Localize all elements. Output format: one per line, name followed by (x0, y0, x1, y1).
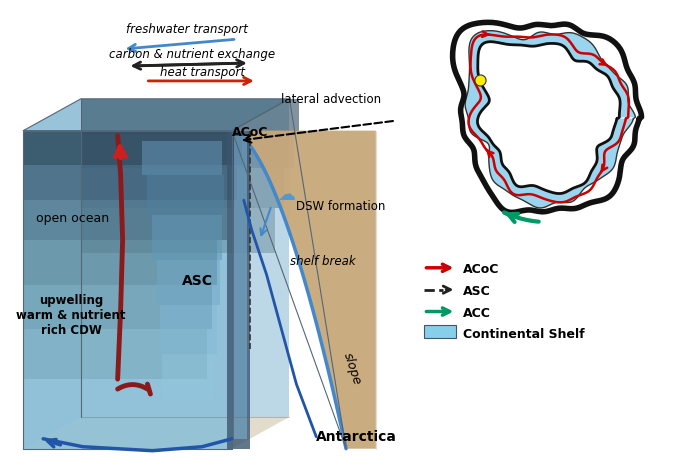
Text: Antarctica: Antarctica (316, 430, 396, 444)
Text: DSW formation: DSW formation (296, 200, 386, 213)
Text: lateral advection: lateral advection (281, 93, 382, 106)
Text: freshwater transport: freshwater transport (126, 23, 248, 36)
Text: slope: slope (341, 352, 364, 387)
Polygon shape (23, 417, 290, 449)
Polygon shape (81, 208, 274, 253)
Polygon shape (23, 99, 81, 449)
Text: Continental Shelf: Continental Shelf (463, 328, 585, 341)
Polygon shape (227, 131, 250, 449)
Text: ASC: ASC (181, 274, 213, 288)
Polygon shape (23, 99, 290, 131)
Text: upwelling
warm & nutrient
rich CDW: upwelling warm & nutrient rich CDW (16, 294, 126, 337)
Polygon shape (23, 329, 207, 379)
Polygon shape (143, 141, 222, 175)
Polygon shape (23, 285, 212, 329)
Polygon shape (23, 165, 237, 200)
Polygon shape (232, 131, 376, 449)
Polygon shape (81, 99, 300, 134)
Text: ☁: ☁ (277, 186, 295, 204)
Polygon shape (23, 131, 241, 165)
Text: ACC: ACC (463, 306, 491, 319)
Polygon shape (234, 135, 246, 439)
Text: heat transport: heat transport (160, 66, 244, 79)
Polygon shape (148, 175, 224, 215)
Text: ASC: ASC (463, 284, 491, 297)
Polygon shape (162, 354, 214, 399)
Polygon shape (81, 134, 295, 169)
Polygon shape (465, 31, 636, 208)
Text: carbon & nutrient exchange: carbon & nutrient exchange (109, 48, 275, 61)
Polygon shape (153, 215, 222, 260)
Text: open ocean: open ocean (36, 212, 109, 225)
Polygon shape (23, 131, 232, 449)
Text: shelf break: shelf break (290, 255, 356, 268)
Polygon shape (81, 169, 284, 208)
Polygon shape (23, 200, 227, 240)
Polygon shape (81, 99, 290, 417)
Text: ACoC: ACoC (463, 263, 500, 276)
FancyBboxPatch shape (424, 325, 456, 339)
Polygon shape (160, 304, 217, 354)
Polygon shape (23, 240, 217, 285)
Polygon shape (158, 260, 220, 304)
Polygon shape (477, 42, 620, 193)
Text: ACoC: ACoC (232, 126, 268, 139)
